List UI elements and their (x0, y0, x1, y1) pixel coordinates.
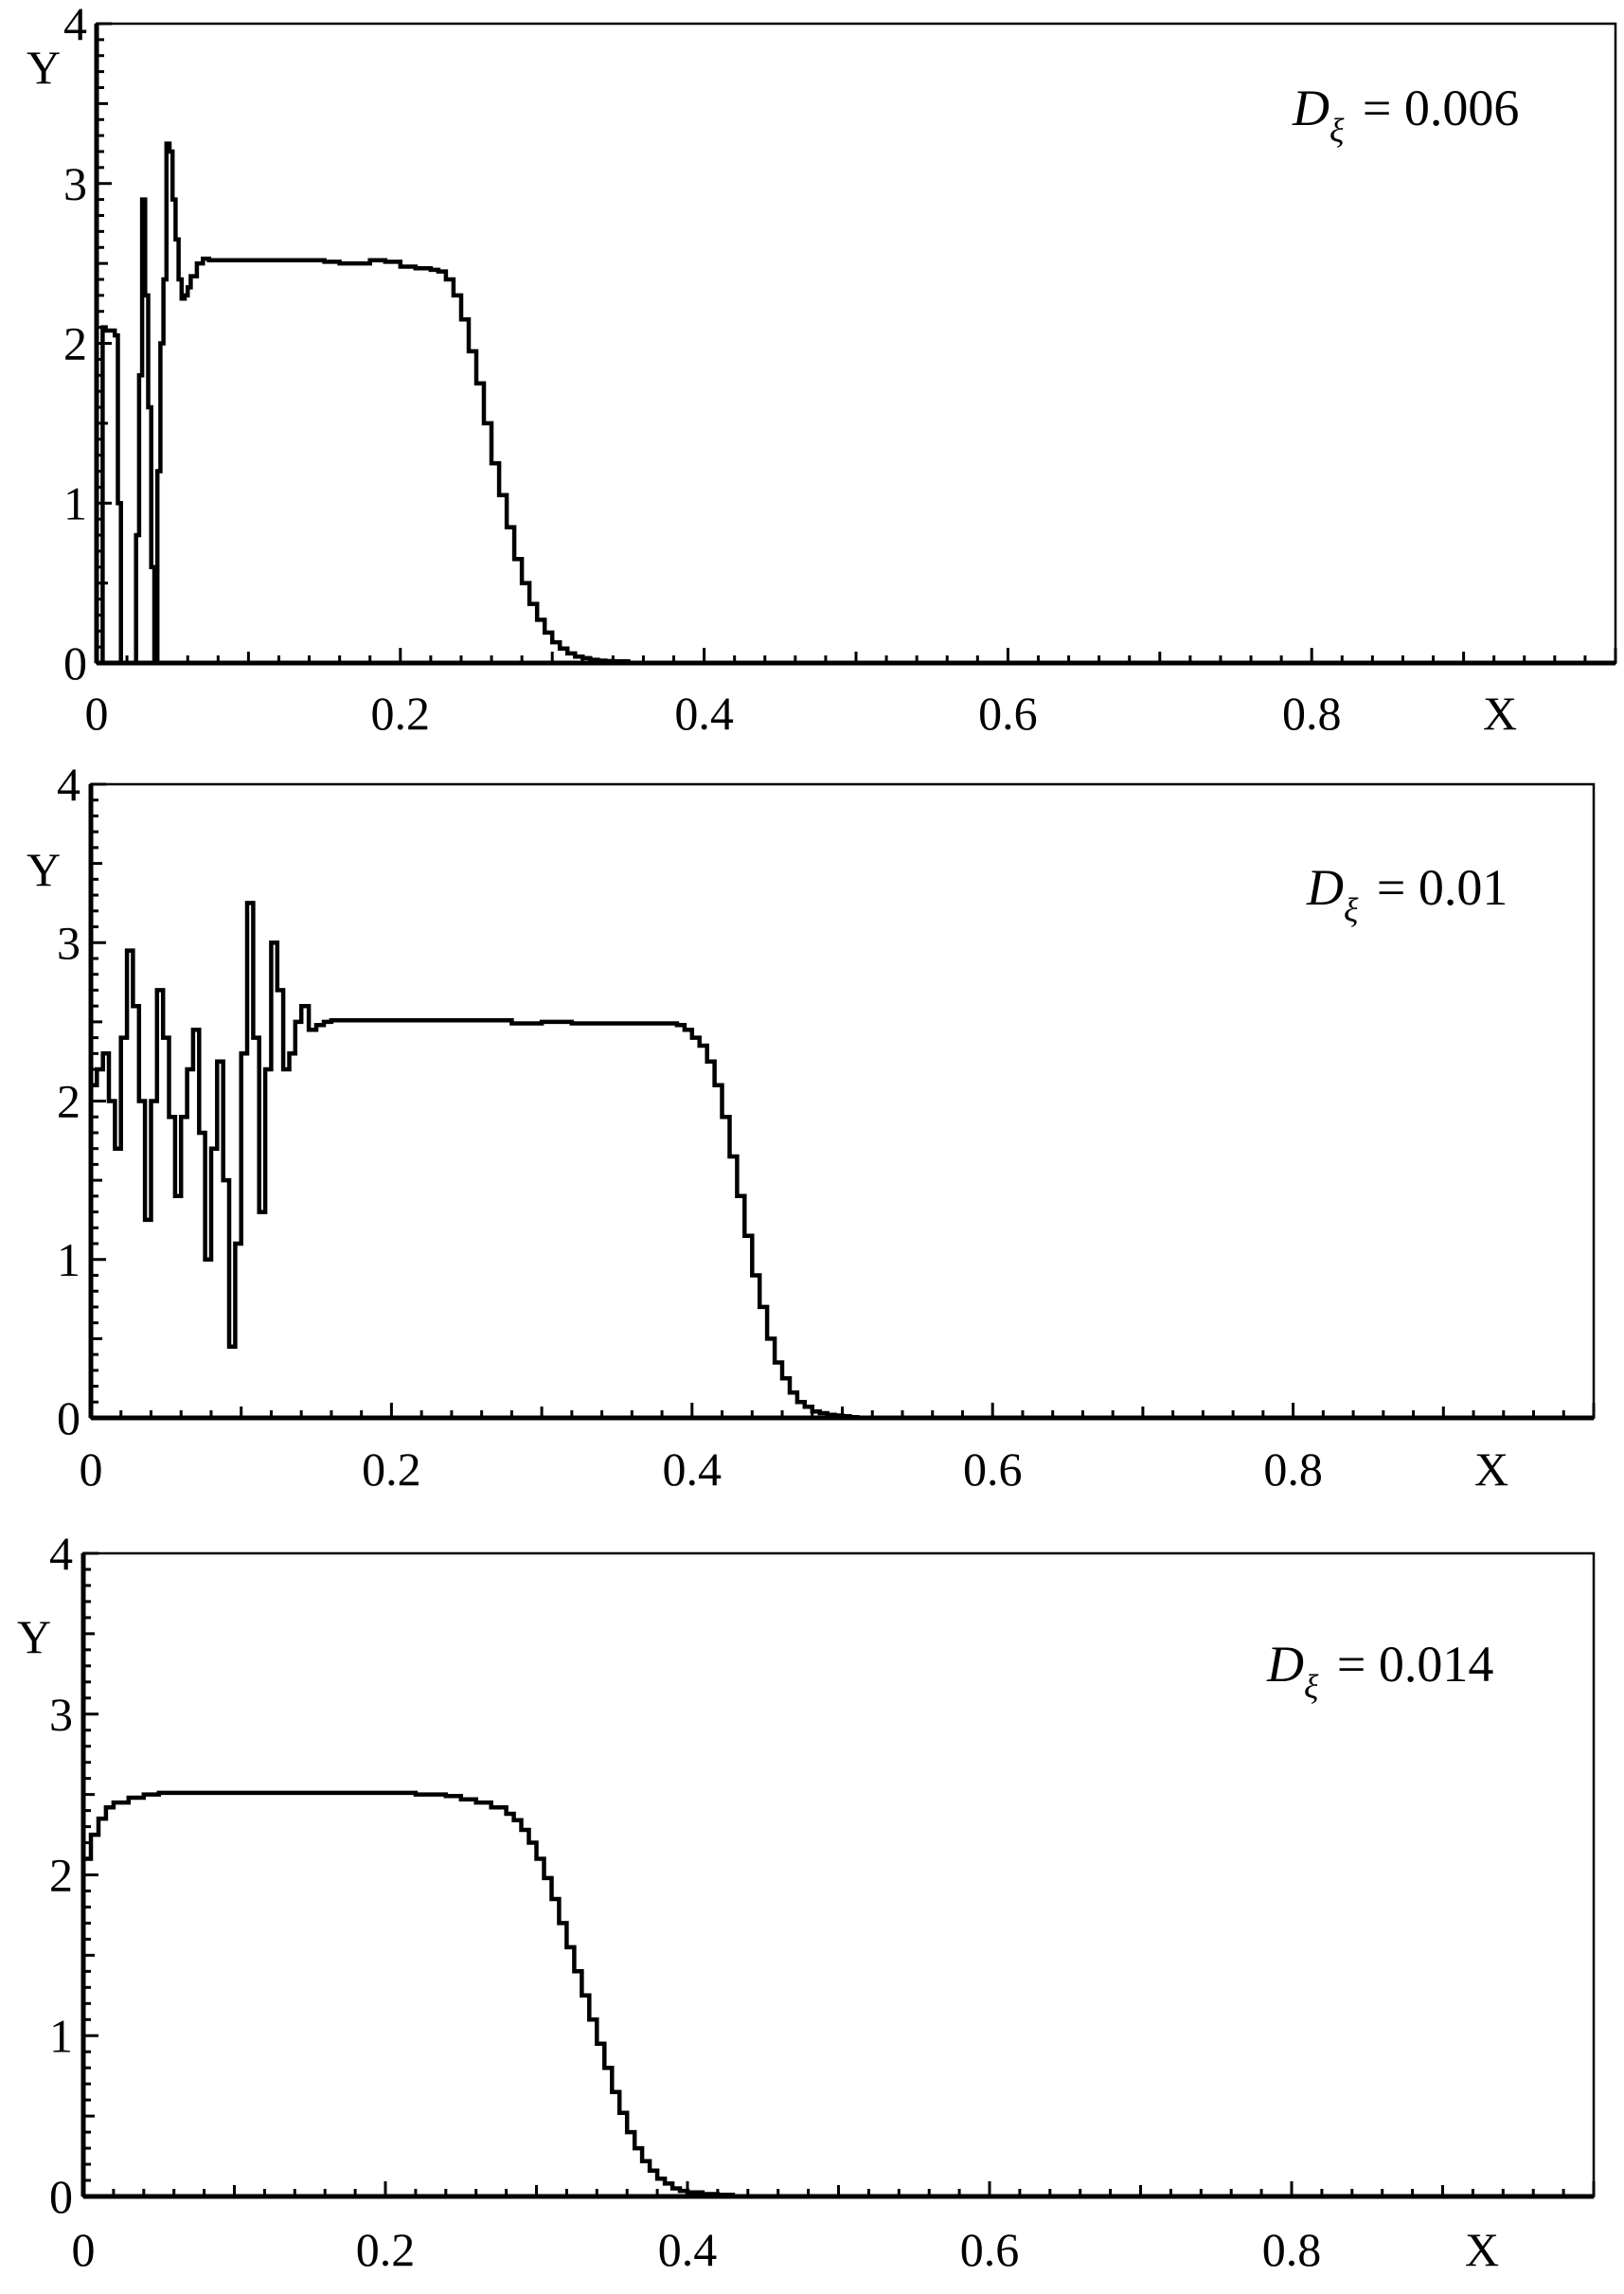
annotation-subscript: ξ (1304, 1668, 1319, 1706)
series-line (83, 1790, 1594, 2199)
y-axis-label: Y (27, 41, 61, 94)
y-tick-label: 3 (63, 157, 87, 210)
y-tick-label: 3 (49, 1688, 73, 1741)
annotation-symbol: D (1292, 80, 1330, 136)
x-tick-label: 0.8 (1262, 2223, 1322, 2276)
annotation-value: = 0.014 (1324, 1636, 1493, 1693)
diffusion-annotation: Dξ = 0.014 (1266, 1636, 1493, 1706)
annotation-subscript: ξ (1344, 891, 1359, 929)
x-tick-label: 0 (85, 687, 109, 740)
annotation-symbol: D (1306, 859, 1344, 916)
x-tick-label: 0.8 (1263, 1443, 1323, 1496)
chart-panel-2: 0 0.2 0.4 0.6 0.8 0 1 2 3 4 Y X Dξ = 0.01 (27, 758, 1596, 1496)
y-tick-label: 4 (49, 1527, 73, 1580)
y-tick-label: 1 (57, 1233, 80, 1286)
y-tick-label: 4 (57, 758, 80, 811)
y-tick-label: 4 (63, 0, 87, 50)
y-axis-label: Y (17, 1610, 51, 1663)
y-axis-label: Y (27, 843, 61, 896)
y-tick-label: 1 (49, 2009, 73, 2062)
diffusion-annotation: Dξ = 0.01 (1306, 859, 1508, 929)
x-tick-label: 0.6 (978, 687, 1038, 740)
y-tick-label: 0 (63, 636, 87, 690)
y-tick-label: 3 (57, 916, 80, 969)
x-tick-label: 0.6 (960, 2223, 1020, 2276)
x-tick-label: 0.8 (1282, 687, 1342, 740)
x-axis-label: X (1483, 687, 1517, 740)
y-tick-label: 1 (63, 476, 87, 529)
x-tick-label: 0.6 (963, 1443, 1023, 1496)
diffusion-annotation: Dξ = 0.006 (1292, 80, 1519, 150)
annotation-subscript: ξ (1330, 112, 1345, 150)
x-tick-label: 0 (72, 2223, 96, 2276)
x-axis-label: X (1465, 2223, 1499, 2276)
x-tick-label: 0.2 (371, 687, 431, 740)
x-tick-label: 0.2 (356, 2223, 416, 2276)
chart-panel-3: 0 0.2 0.4 0.6 0.8 0 1 2 3 4 Y X Dξ = 0.014 (17, 1527, 1596, 2276)
y-tick-label: 2 (49, 1849, 73, 1902)
x-tick-label: 0.4 (658, 2223, 718, 2276)
series-line (91, 901, 1594, 1421)
series-line (97, 141, 1615, 666)
x-tick-label: 0.4 (663, 1443, 723, 1496)
x-tick-label: 0.4 (674, 687, 734, 740)
y-tick-label: 0 (57, 1391, 80, 1444)
x-axis-label: X (1474, 1443, 1508, 1496)
y-tick-label: 2 (63, 317, 87, 370)
x-tick-label: 0 (80, 1443, 103, 1496)
annotation-value: = 0.01 (1364, 859, 1508, 916)
y-tick-label: 0 (49, 2170, 73, 2223)
annotation-symbol: D (1266, 1636, 1304, 1693)
chart-panel-1: 0 0.2 0.4 0.6 0.8 0 1 2 3 4Y X Dξ = 0.006 (27, 0, 1617, 740)
y-tick-label: 2 (57, 1075, 80, 1128)
annotation-value: = 0.006 (1349, 80, 1519, 136)
x-tick-label: 0.2 (362, 1443, 421, 1496)
